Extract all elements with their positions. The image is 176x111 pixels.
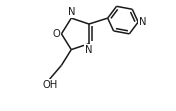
Text: OH: OH [42,80,57,90]
Text: N: N [68,7,75,17]
Text: N: N [85,45,93,55]
Text: N: N [139,17,147,27]
Text: O: O [53,29,60,39]
